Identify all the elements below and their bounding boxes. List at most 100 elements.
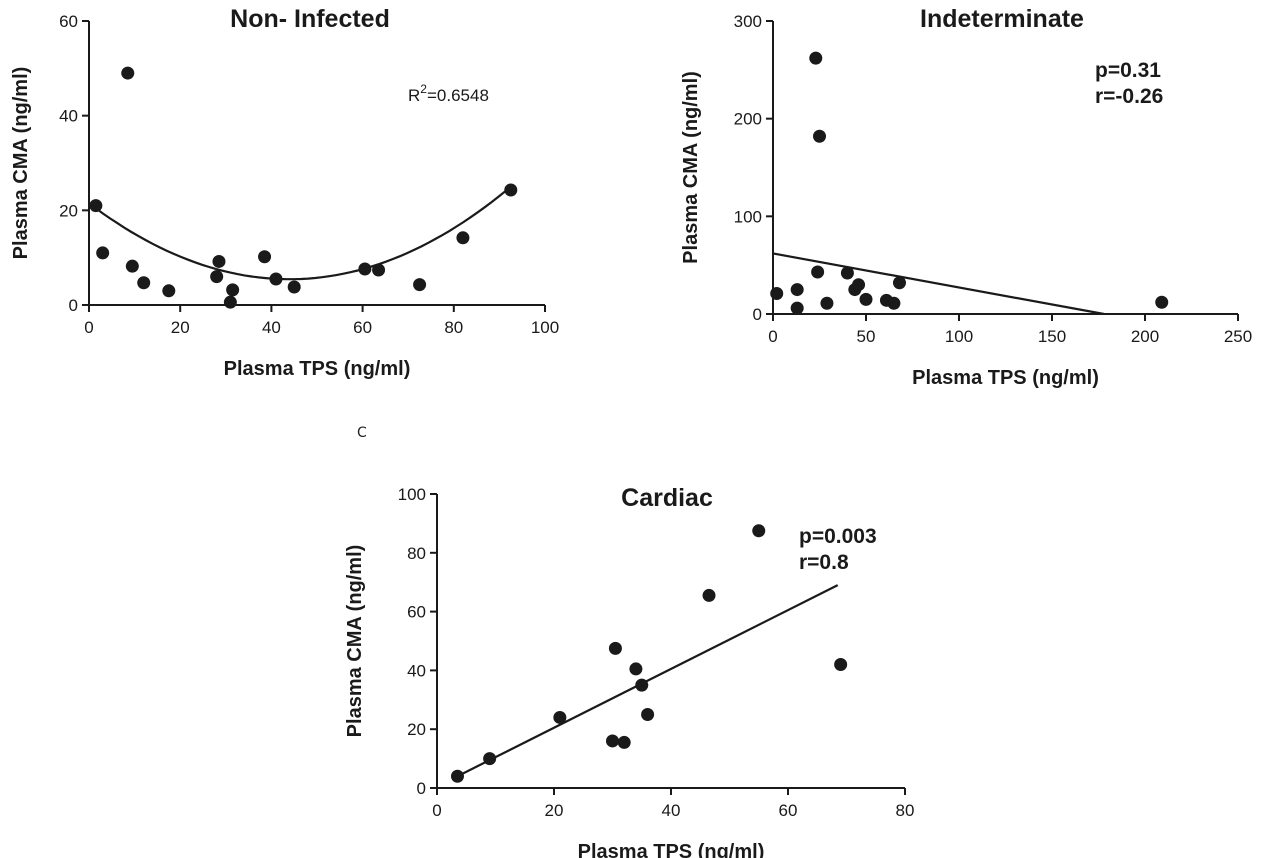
data-point <box>606 734 619 748</box>
data-point <box>223 295 237 309</box>
data-point <box>809 51 823 65</box>
x-axis-label: Plasma TPS (ng/ml) <box>578 841 765 858</box>
data-point <box>790 301 804 315</box>
y-axis-label: Plasma CMA (ng/ml) <box>680 71 702 264</box>
data-point <box>1155 295 1169 309</box>
data-point <box>125 259 139 273</box>
y-axis-label: Plasma CMA (ng/ml) <box>10 67 32 260</box>
data-point <box>456 231 470 245</box>
data-point <box>89 199 103 213</box>
y-tick-label: 40 <box>59 107 78 126</box>
data-point <box>852 278 866 292</box>
regression-line <box>772 252 1105 316</box>
data-point <box>212 254 226 268</box>
chart-title: Cardiac <box>621 484 713 512</box>
stat-annotation-text: p=0.31 <box>1095 59 1161 82</box>
y-tick-label: 100 <box>734 207 762 226</box>
data-point <box>840 266 854 280</box>
y-tick-label: 0 <box>417 779 426 798</box>
y-tick-label: 60 <box>59 12 78 31</box>
x-tick-label: 20 <box>171 318 190 337</box>
x-tick-label: 0 <box>432 801 441 820</box>
x-tick-label: 40 <box>662 801 681 820</box>
data-point <box>820 296 834 310</box>
data-point <box>372 263 386 277</box>
y-tick-label: 60 <box>407 603 426 622</box>
data-point <box>790 283 804 297</box>
stat-annotation-superscript: 2 <box>420 82 427 96</box>
x-tick-label: 250 <box>1224 327 1252 346</box>
data-point <box>210 270 224 284</box>
data-point <box>226 283 240 297</box>
x-axis-label: Plasma TPS (ng/ml) <box>912 367 1099 389</box>
y-tick-label: 300 <box>734 12 762 31</box>
stat-annotation-text: r=-0.26 <box>1095 85 1163 108</box>
x-tick-label: 150 <box>1038 327 1066 346</box>
y-tick-label: 100 <box>398 485 426 504</box>
data-point <box>635 678 649 692</box>
chart-title: Non- Infected <box>230 5 390 33</box>
data-point <box>892 276 906 290</box>
stat-annotation: r=-0.26 <box>1095 85 1163 108</box>
data-point <box>702 588 716 602</box>
regression-line <box>456 584 839 778</box>
stat-annotation: r=0.8 <box>799 551 849 574</box>
y-tick-label: 0 <box>753 305 762 324</box>
data-point <box>770 286 784 300</box>
data-point <box>811 265 825 279</box>
x-tick-label: 50 <box>857 327 876 346</box>
x-tick-label: 80 <box>896 801 915 820</box>
stat-annotation-text: r=0.8 <box>799 551 849 574</box>
data-point <box>413 278 427 292</box>
data-point <box>617 735 631 749</box>
x-tick-label: 40 <box>262 318 281 337</box>
data-point <box>96 246 110 260</box>
data-point <box>608 641 622 655</box>
data-point <box>162 284 176 298</box>
data-point <box>258 250 272 264</box>
data-point <box>287 280 301 294</box>
data-point <box>859 292 873 306</box>
data-point <box>641 708 655 721</box>
y-tick-label: 20 <box>59 201 78 220</box>
stat-annotation: p=0.003 <box>799 525 877 548</box>
chart-1: 0 50 100 150 200 250 0 100 200 300 Indeterminate Pl… <box>680 5 1252 389</box>
x-tick-label: 80 <box>444 318 463 337</box>
chart-title: Indeterminate <box>920 5 1084 33</box>
x-tick-label: 60 <box>353 318 372 337</box>
data-point <box>813 129 826 143</box>
chart-0: 0 20 40 60 80 100 0 20 40 60 Non- Infected Plasma T… <box>10 5 559 380</box>
data-point <box>483 752 497 766</box>
y-tick-label: 20 <box>407 720 426 739</box>
stat-annotation-suffix: =0.6548 <box>427 86 489 105</box>
y-tick-label: 200 <box>734 110 762 129</box>
data-point <box>629 662 643 676</box>
data-point <box>752 524 766 538</box>
panel-label: C <box>357 425 367 441</box>
x-tick-label: 100 <box>531 318 559 337</box>
y-tick-label: 80 <box>407 544 426 563</box>
x-tick-label: 100 <box>945 327 973 346</box>
y-axis-label: Plasma CMA (ng/ml) <box>344 545 366 738</box>
data-point <box>269 272 283 286</box>
data-point <box>834 658 848 672</box>
x-axis-label: Plasma TPS (ng/ml) <box>224 358 411 380</box>
regression-curve <box>88 183 514 281</box>
stat-annotation-text: R <box>408 86 420 105</box>
y-tick-label: 0 <box>69 296 78 315</box>
stat-annotation-text: p=0.003 <box>799 525 877 548</box>
x-tick-label: 0 <box>768 327 777 346</box>
data-point <box>121 66 135 80</box>
data-point <box>450 769 464 783</box>
data-point <box>137 276 151 290</box>
data-point <box>504 183 518 197</box>
y-tick-label: 40 <box>407 661 426 680</box>
data-point <box>358 262 372 276</box>
data-point <box>553 710 567 724</box>
stat-annotation: R2=0.6548 <box>408 82 489 105</box>
stat-annotation: p=0.31 <box>1095 59 1161 82</box>
data-point <box>887 296 901 310</box>
x-tick-label: 20 <box>545 801 564 820</box>
x-tick-label: 0 <box>84 318 93 337</box>
